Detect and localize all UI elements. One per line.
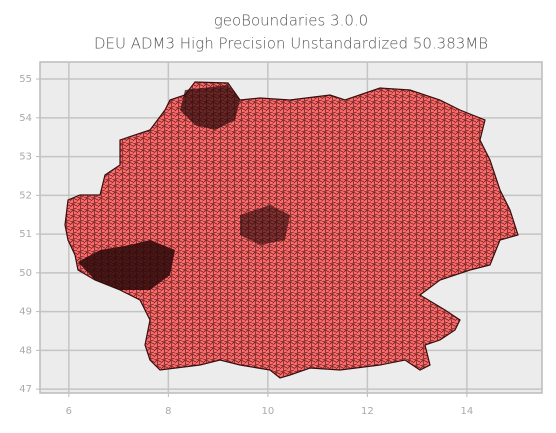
y-tick-label: 51 — [19, 229, 32, 240]
map — [64, 81, 519, 379]
x-tick-label: 14 — [461, 406, 474, 417]
y-tick-label: 55 — [19, 74, 32, 85]
dense-region — [180, 85, 240, 130]
y-tick-label: 47 — [19, 384, 32, 395]
y-tick-label: 53 — [19, 152, 32, 163]
x-tick-label: 8 — [165, 406, 171, 417]
chart-subtitle: DEU ADM3 High Precision Unstandardized 5… — [94, 35, 488, 53]
x-tick-label: 10 — [261, 406, 274, 417]
y-tick-label: 48 — [19, 345, 32, 356]
dense-region — [240, 205, 290, 245]
x-tick-label: 12 — [361, 406, 374, 417]
chart-title: geoBoundaries 3.0.0 — [214, 12, 368, 30]
dense-region — [78, 240, 175, 290]
y-tick-label: 50 — [19, 268, 32, 279]
x-tick-label: 6 — [66, 406, 72, 417]
y-tick-label: 49 — [19, 307, 32, 318]
country-mesh — [65, 82, 518, 378]
y-tick-label: 54 — [19, 113, 32, 124]
y-tick-label: 52 — [19, 190, 32, 201]
